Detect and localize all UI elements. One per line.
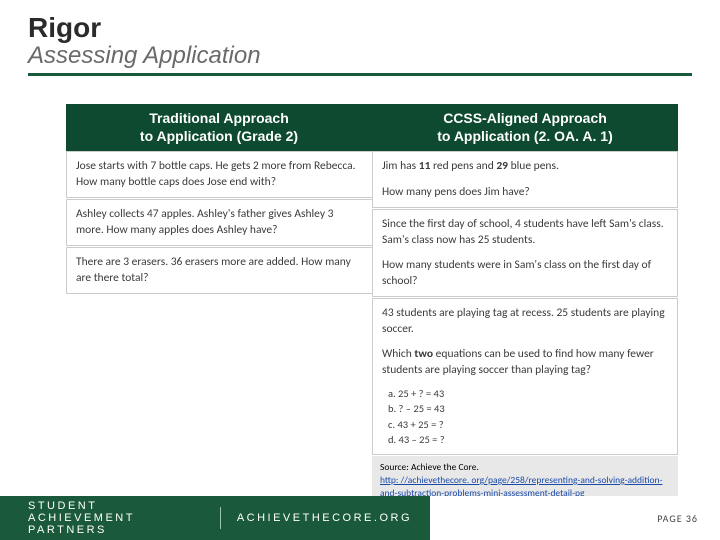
footer-bar: STUDENT ACHIEVEMENT PARTNERS ACHIEVETHEC… — [0, 496, 720, 540]
source-label: Source: Achieve the Core. — [380, 461, 479, 473]
text: Since the first day of school, 4 student… — [382, 217, 664, 247]
footer-page: PAGE 36 — [430, 496, 720, 540]
left-item: Jose starts with 7 bottle caps. He gets … — [66, 151, 372, 198]
text: blue pens. — [508, 159, 559, 173]
left-column: Traditional Approach to Application (Gra… — [66, 104, 372, 506]
left-header-line2: to Application (Grade 2) — [140, 128, 298, 144]
right-item: 43 students are playing tag at recess. 2… — [372, 298, 678, 455]
bold-word: two — [414, 347, 433, 361]
comparison-table: Traditional Approach to Application (Gra… — [66, 104, 678, 506]
option-a: a. 25 + ? = 43 — [388, 386, 668, 401]
right-header-line1: CCSS-Aligned Approach — [443, 110, 607, 126]
left-header-line1: Traditional Approach — [149, 110, 289, 126]
option-d: d. 43 – 25 = ? — [388, 432, 668, 447]
text: red pens and — [430, 159, 496, 173]
text: 43 students are playing tag at recess. 2… — [382, 306, 665, 336]
page-subtitle: Assessing Application — [28, 42, 692, 76]
text: Which — [382, 347, 414, 361]
left-item: There are 3 erasers. 36 erasers more are… — [66, 247, 372, 294]
right-item: Since the first day of school, 4 student… — [372, 209, 678, 297]
right-column-header: CCSS-Aligned Approach to Application (2.… — [372, 104, 678, 151]
right-header-line2: to Application (2. OA. A. 1) — [437, 128, 613, 144]
page-label: PAGE — [657, 512, 682, 525]
source-link[interactable]: http: //achievethecore. org/page/258/rep… — [380, 474, 662, 499]
footer-brand: STUDENT ACHIEVEMENT PARTNERS ACHIEVETHEC… — [0, 496, 430, 540]
left-item: Ashley collects 47 apples. Ashley's fath… — [66, 199, 372, 246]
question-text: How many pens does Jim have? — [382, 185, 530, 199]
bold-number: 11 — [419, 159, 431, 173]
right-item: Jim has 11 red pens and 29 blue pens. Ho… — [372, 151, 678, 208]
footer-divider — [220, 507, 221, 529]
brand-left: STUDENT ACHIEVEMENT PARTNERS — [28, 500, 204, 536]
left-column-header: Traditional Approach to Application (Gra… — [66, 104, 372, 151]
option-b: b. ? – 25 = 43 — [388, 401, 668, 416]
question-text: How many students were in Sam's class on… — [382, 258, 651, 288]
text: Jim has — [382, 159, 419, 173]
answer-options: a. 25 + ? = 43 b. ? – 25 = 43 c. 43 + 25… — [382, 386, 668, 447]
option-c: c. 43 + 25 = ? — [388, 417, 668, 432]
bold-number: 29 — [496, 159, 508, 173]
right-column: CCSS-Aligned Approach to Application (2.… — [372, 104, 678, 506]
page-number: 36 — [686, 512, 698, 525]
brand-right: ACHIEVETHECORE.ORG — [237, 512, 412, 524]
page-title: Rigor — [28, 12, 720, 44]
